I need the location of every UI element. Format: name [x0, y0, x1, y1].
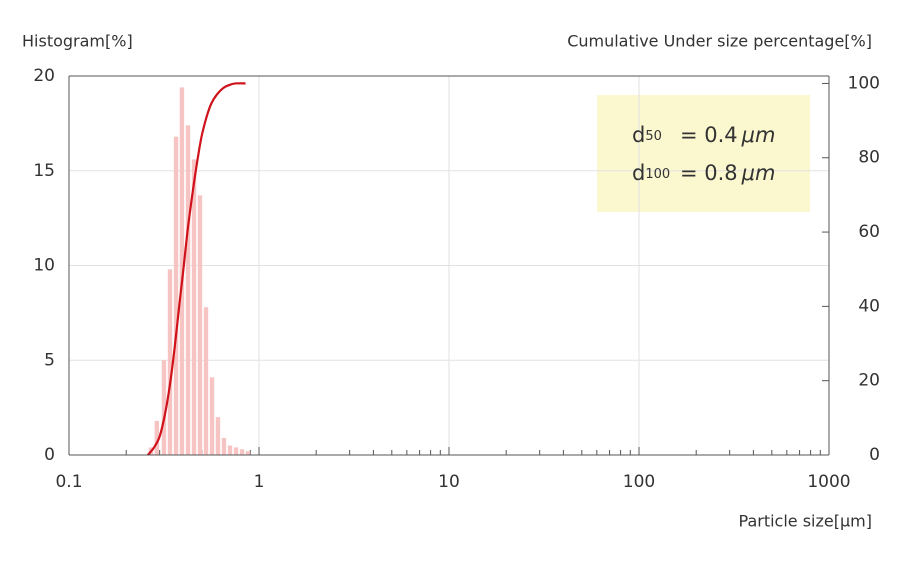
annotation-value: = 0.8 [680, 161, 738, 185]
y-tick-label: 20 [33, 66, 55, 86]
y2-tick-label: 0 [869, 445, 880, 465]
bar [209, 377, 215, 455]
x-axis-title: Particle size[μm] [739, 512, 872, 531]
y2-tick-label: 20 [858, 371, 880, 391]
bar [245, 451, 251, 455]
bar [173, 136, 179, 455]
bar [203, 307, 209, 455]
y-tick-label: 0 [44, 445, 55, 465]
annotation: d50 = 0.4 μm [632, 123, 776, 147]
x-tick-label: 100 [623, 472, 655, 492]
bar [227, 445, 233, 455]
bar [185, 125, 191, 456]
annotation-box [597, 95, 810, 212]
y-tick-label: 15 [33, 161, 55, 181]
bar [161, 360, 167, 455]
bar [179, 87, 185, 456]
annotation-unit: μm [741, 161, 776, 185]
x-tick-label: 10 [438, 472, 460, 492]
bar [191, 159, 197, 455]
annotation-subscript: 100 [645, 167, 670, 182]
annotation-subscript: 50 [645, 129, 662, 144]
x-tick-label: 0.1 [55, 472, 82, 492]
bar [239, 449, 245, 455]
y2-axis-title: Cumulative Under size percentage[%] [567, 32, 872, 51]
annotation-unit: μm [741, 123, 776, 147]
bar [221, 437, 227, 455]
y-tick-label: 5 [44, 350, 55, 370]
bar [167, 269, 173, 455]
y2-tick-label: 80 [858, 148, 880, 168]
y-tick-label: 10 [33, 256, 55, 276]
cumulative-line [146, 82, 246, 456]
x-tick-label: 1 [254, 472, 265, 492]
annotation-symbol: d [632, 161, 645, 185]
bar [233, 447, 239, 455]
bar [197, 195, 203, 455]
bar [154, 420, 160, 455]
annotation-value: = 0.4 [680, 123, 738, 147]
annotation-symbol: d [632, 123, 645, 147]
x-tick-label: 1000 [807, 472, 850, 492]
y-axis-title: Histogram[%] [22, 32, 133, 51]
annotation: d100 = 0.8 μm [632, 161, 776, 185]
bar [215, 417, 221, 455]
y2-tick-label: 60 [858, 222, 880, 242]
y2-tick-label: 40 [858, 296, 880, 316]
y2-tick-label: 100 [848, 73, 880, 93]
